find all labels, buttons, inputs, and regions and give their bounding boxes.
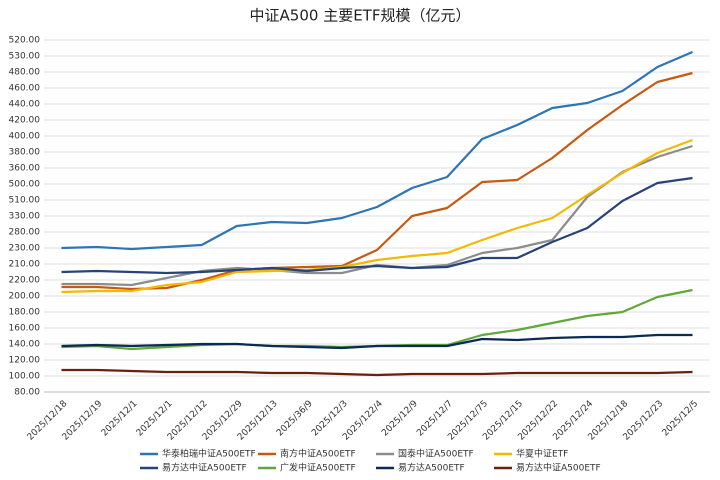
- legend-label: 国泰中证A500ETF: [398, 448, 474, 460]
- y-tick-label: 480.00: [9, 68, 41, 78]
- series-line: [61, 71, 693, 291]
- series-line: [61, 333, 693, 350]
- legend-label: 南方中证A500ETF: [280, 448, 356, 460]
- y-tick-label: 160.00: [9, 324, 41, 334]
- y-tick-label: 220.00: [9, 276, 41, 286]
- y-tick-label: 510.00: [9, 196, 41, 206]
- y-tick-label: 520.00: [9, 36, 41, 46]
- y-tick-label: 500.00: [9, 180, 41, 190]
- legend-label: 华夏中证ETF: [516, 448, 568, 460]
- y-tick-label: 100.00: [9, 372, 41, 382]
- y-tick-label: 200.00: [9, 292, 41, 302]
- y-tick-label: 210.00: [9, 260, 41, 270]
- y-tick-label: 180.00: [9, 308, 41, 318]
- y-tick-label: 140.00: [9, 340, 41, 350]
- series-line: [61, 50, 693, 251]
- legend-label: 广发中证A500ETF: [280, 462, 356, 474]
- chart-title: 中证A500 主要ETF规模（亿元）: [250, 7, 471, 25]
- y-tick-label: 120.00: [9, 356, 41, 366]
- y-tick-label: 230.00: [9, 244, 41, 254]
- y-tick-label: 380.00: [9, 148, 41, 158]
- series-line: [61, 176, 693, 275]
- legend-label: 易方达A500ETF: [398, 462, 465, 474]
- series-line: [61, 138, 693, 294]
- y-tick-label: 440.00: [9, 100, 41, 110]
- series-line: [61, 368, 693, 377]
- y-tick-label: 360.00: [9, 164, 41, 174]
- legend-label: 易方达中证A500ETF: [516, 462, 601, 474]
- y-tick-label: 400.00: [9, 132, 41, 142]
- y-tick-label: 330.00: [9, 212, 41, 222]
- y-tick-label: 280.00: [9, 228, 41, 238]
- y-tick-label: 420.00: [9, 116, 41, 126]
- y-tick-label: 460.00: [9, 84, 41, 94]
- y-tick-label: 80.00: [14, 388, 40, 398]
- y-tick-label: 530.00: [9, 52, 41, 62]
- legend-label: 华泰柏瑞中证A500ETF: [162, 448, 256, 460]
- legend-label: 易方达中证A500ETF: [162, 462, 247, 474]
